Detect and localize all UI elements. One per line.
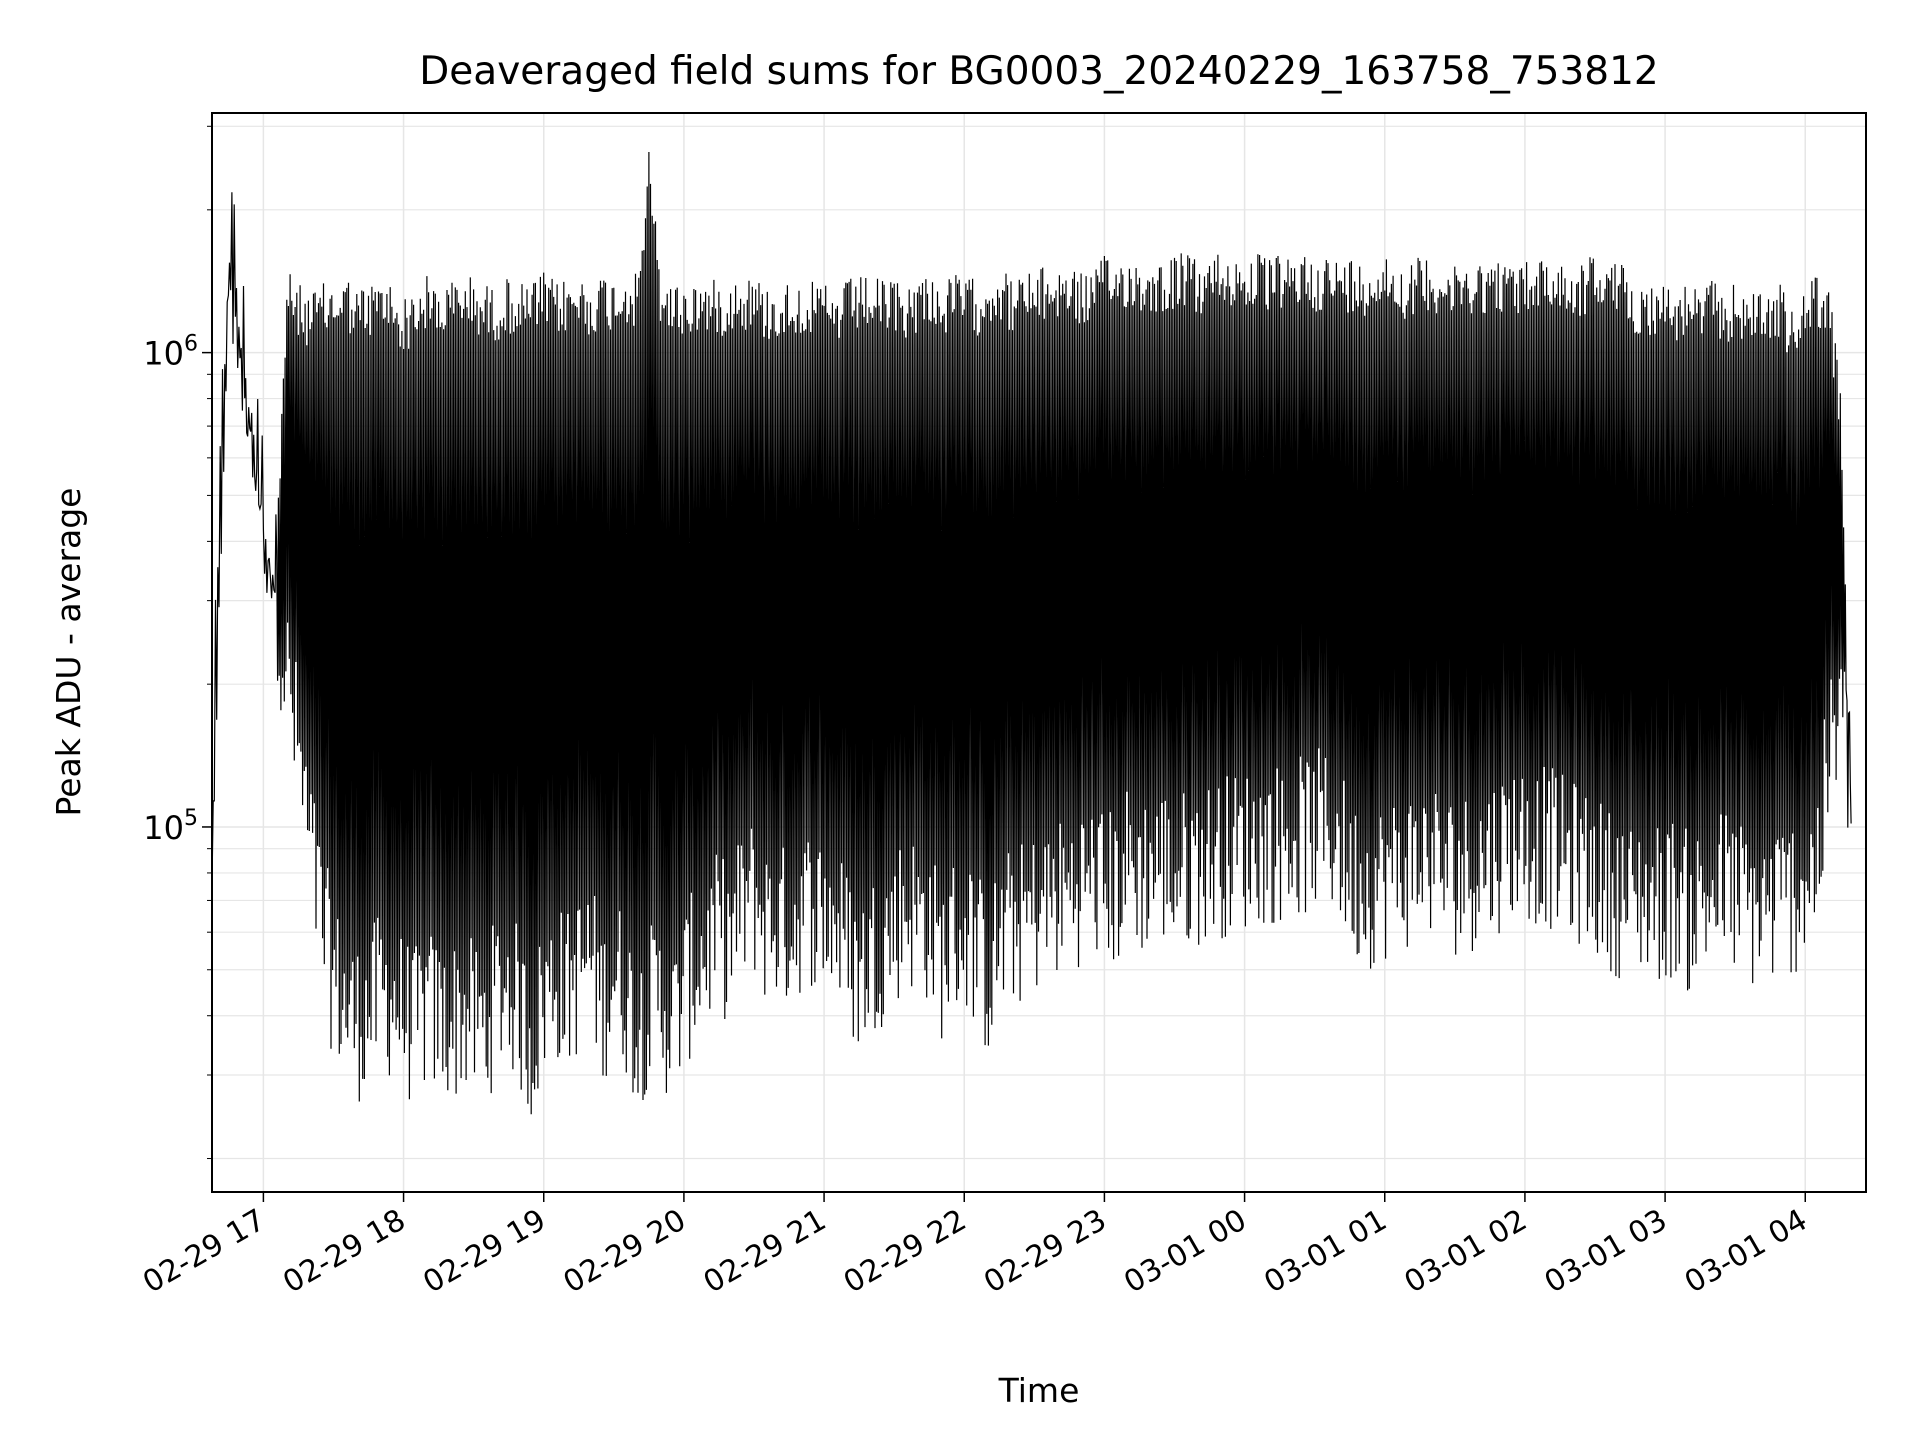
series-layer [211,151,1852,1115]
y-tick-exponent: 5 [184,806,198,831]
series-line [211,151,1852,1115]
y-tick-label: 106 [143,332,198,373]
chart-title: Deaveraged field sums for BG0003_2024022… [419,49,1658,94]
y-axis-label: Peak ADU - average [49,488,88,817]
y-tick-exponent: 6 [184,332,198,357]
y-tick-base: 10 [143,335,184,373]
x-axis-label: Time [998,1371,1080,1410]
plot-frame [211,112,1867,1193]
y-tick-base: 10 [143,809,184,847]
y-tick-label: 105 [143,806,198,847]
